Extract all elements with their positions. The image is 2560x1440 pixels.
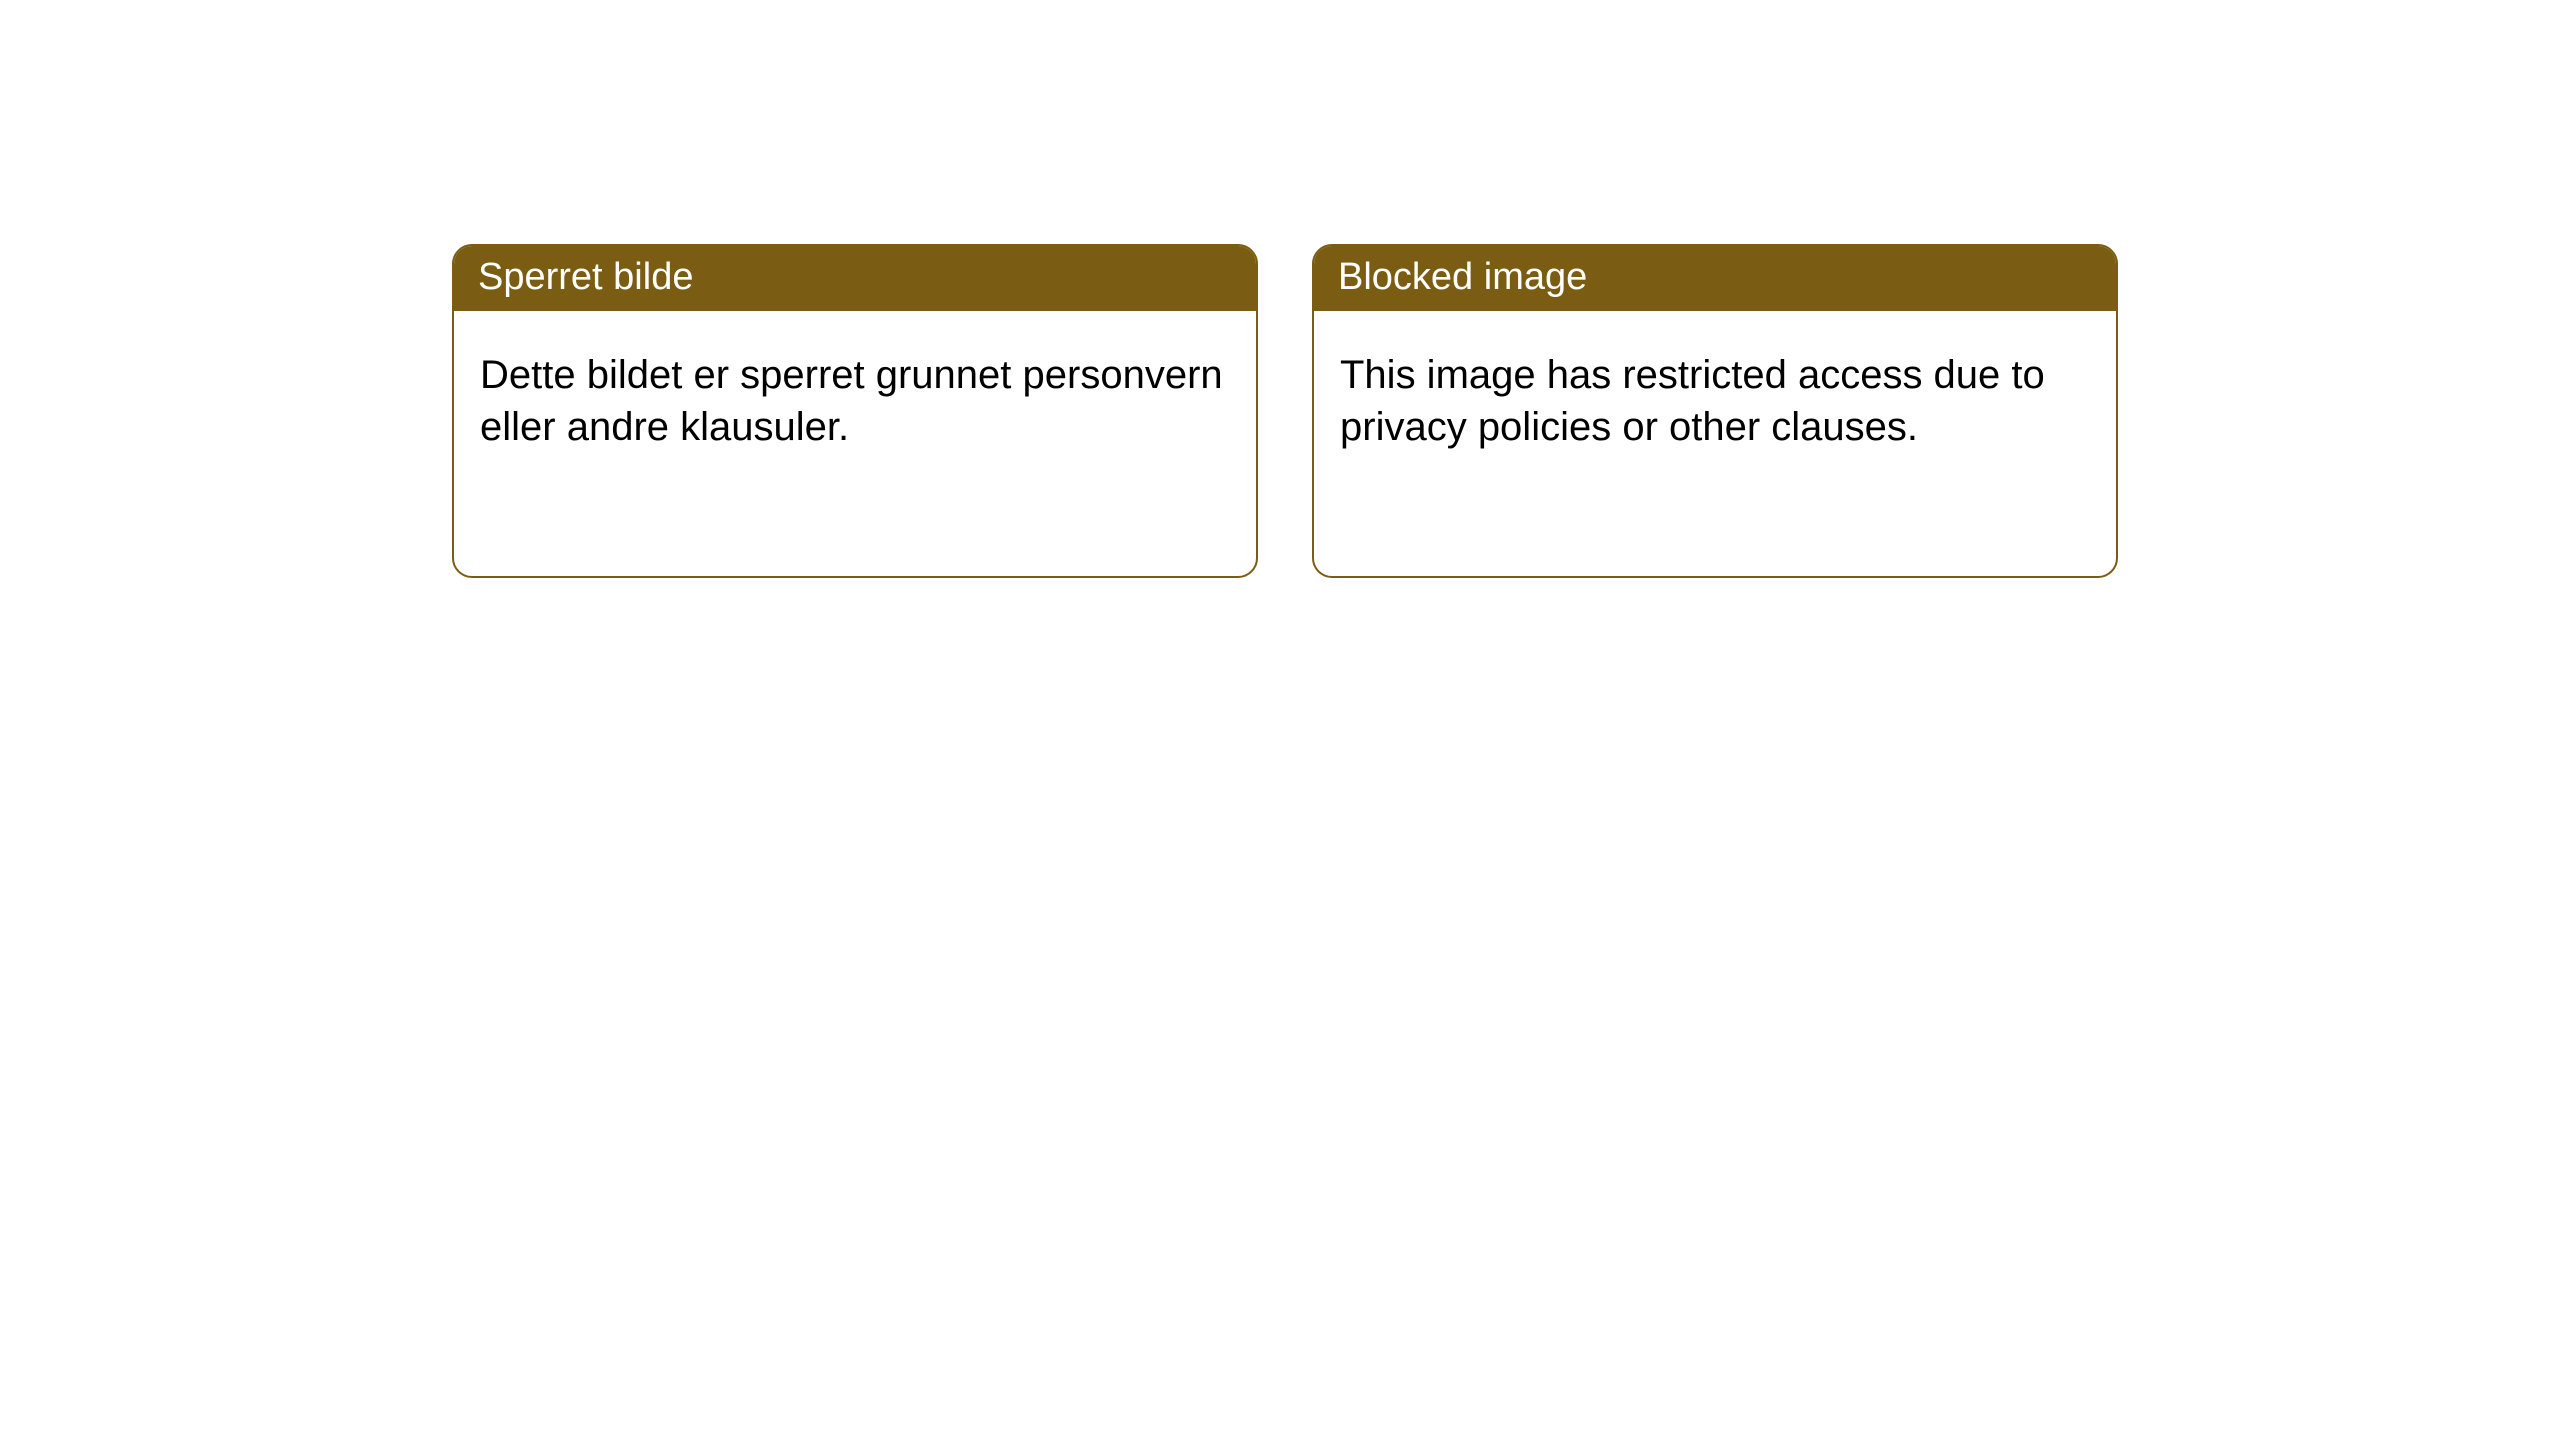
card-body-text: Dette bildet er sperret grunnet personve… bbox=[480, 353, 1223, 449]
card-title: Blocked image bbox=[1338, 256, 1587, 298]
card-body: This image has restricted access due to … bbox=[1314, 311, 2116, 491]
card-title: Sperret bilde bbox=[478, 256, 693, 298]
card-header: Sperret bilde bbox=[454, 246, 1256, 311]
blocked-image-card-en: Blocked image This image has restricted … bbox=[1312, 244, 2118, 578]
card-body-text: This image has restricted access due to … bbox=[1340, 353, 2045, 449]
blocked-image-card-no: Sperret bilde Dette bildet er sperret gr… bbox=[452, 244, 1258, 578]
card-header: Blocked image bbox=[1314, 246, 2116, 311]
cards-container: Sperret bilde Dette bildet er sperret gr… bbox=[0, 0, 2560, 578]
card-body: Dette bildet er sperret grunnet personve… bbox=[454, 311, 1256, 491]
